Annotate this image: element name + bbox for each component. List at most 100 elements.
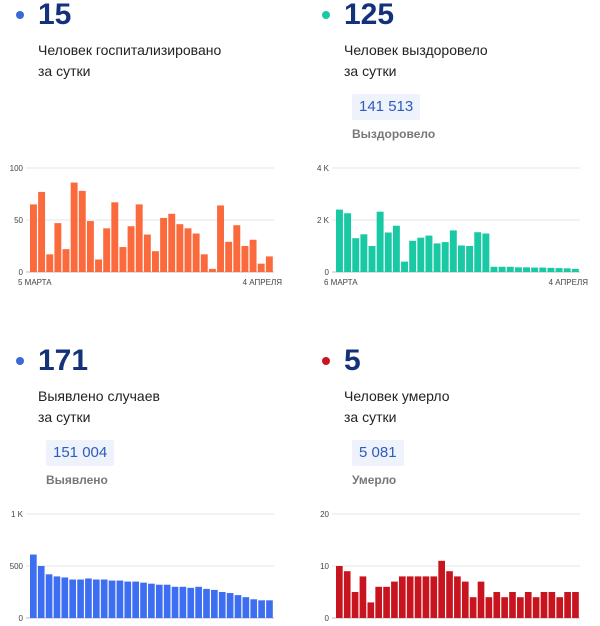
bar[interactable]: [69, 579, 77, 618]
bar[interactable]: [344, 213, 352, 272]
bar[interactable]: [461, 581, 469, 618]
bar[interactable]: [85, 578, 92, 618]
bar[interactable]: [53, 576, 61, 618]
bar[interactable]: [547, 267, 555, 272]
bar[interactable]: [398, 576, 406, 618]
bar[interactable]: [111, 202, 119, 272]
bar[interactable]: [127, 226, 135, 272]
bar[interactable]: [211, 589, 218, 618]
bar[interactable]: [564, 592, 571, 618]
bar[interactable]: [155, 584, 163, 618]
bar[interactable]: [563, 268, 571, 272]
bar[interactable]: [168, 213, 176, 272]
bar[interactable]: [192, 233, 200, 272]
bar[interactable]: [103, 228, 111, 272]
bar[interactable]: [477, 581, 485, 618]
bar[interactable]: [514, 267, 522, 272]
bar[interactable]: [572, 592, 579, 618]
bar[interactable]: [78, 190, 86, 272]
bar[interactable]: [54, 223, 62, 272]
bar[interactable]: [116, 580, 124, 618]
bar[interactable]: [490, 266, 498, 272]
bar[interactable]: [148, 583, 155, 618]
bar[interactable]: [430, 576, 438, 618]
bar[interactable]: [152, 251, 159, 272]
bar[interactable]: [425, 235, 433, 272]
bar[interactable]: [38, 191, 46, 272]
bar[interactable]: [555, 268, 563, 272]
bar[interactable]: [375, 586, 383, 618]
bar[interactable]: [531, 267, 539, 272]
bar[interactable]: [266, 600, 273, 618]
bar[interactable]: [539, 267, 547, 272]
bar[interactable]: [391, 581, 398, 618]
bar[interactable]: [119, 247, 127, 272]
bar[interactable]: [62, 249, 70, 272]
bar[interactable]: [143, 234, 151, 272]
bar[interactable]: [506, 266, 514, 272]
bar[interactable]: [163, 584, 171, 618]
bar[interactable]: [124, 581, 132, 618]
bar[interactable]: [556, 597, 564, 618]
bar[interactable]: [241, 246, 249, 272]
bar[interactable]: [135, 204, 143, 272]
bar[interactable]: [548, 592, 556, 618]
bar[interactable]: [422, 576, 430, 618]
bar[interactable]: [108, 580, 116, 618]
bar[interactable]: [257, 263, 265, 272]
bar[interactable]: [501, 597, 508, 618]
bar[interactable]: [406, 576, 414, 618]
bar[interactable]: [414, 576, 422, 618]
bar[interactable]: [45, 574, 53, 618]
bar[interactable]: [195, 586, 202, 618]
bar[interactable]: [466, 246, 474, 272]
bar[interactable]: [433, 243, 441, 272]
bar[interactable]: [233, 225, 241, 272]
bar[interactable]: [454, 576, 461, 618]
bar[interactable]: [226, 593, 234, 618]
bar[interactable]: [474, 232, 482, 272]
bar[interactable]: [132, 581, 139, 618]
bar[interactable]: [249, 239, 257, 272]
bar[interactable]: [37, 566, 45, 618]
bar[interactable]: [540, 592, 548, 618]
bar[interactable]: [438, 560, 445, 618]
bar[interactable]: [179, 586, 187, 618]
bar[interactable]: [446, 571, 453, 618]
bar[interactable]: [265, 256, 273, 272]
bar[interactable]: [493, 592, 501, 618]
bar[interactable]: [449, 230, 457, 272]
bar[interactable]: [441, 242, 449, 272]
bar[interactable]: [46, 254, 54, 272]
bar[interactable]: [401, 261, 408, 272]
bar[interactable]: [509, 592, 516, 618]
bar[interactable]: [458, 245, 465, 272]
bar[interactable]: [95, 259, 102, 272]
bar[interactable]: [30, 204, 37, 272]
bar[interactable]: [351, 592, 359, 618]
bar[interactable]: [367, 602, 375, 618]
bar[interactable]: [225, 241, 233, 272]
bar[interactable]: [200, 254, 208, 272]
bar[interactable]: [571, 268, 579, 272]
bar[interactable]: [140, 582, 147, 618]
bar[interactable]: [368, 246, 376, 272]
bar[interactable]: [100, 579, 108, 618]
bar[interactable]: [383, 586, 390, 618]
bar[interactable]: [250, 599, 258, 618]
bar[interactable]: [77, 579, 84, 618]
bar[interactable]: [417, 237, 425, 272]
bar[interactable]: [336, 209, 343, 272]
bar[interactable]: [258, 600, 265, 618]
bar[interactable]: [30, 554, 37, 618]
bar[interactable]: [482, 233, 490, 272]
bar[interactable]: [352, 238, 360, 272]
bar[interactable]: [517, 597, 524, 618]
bar[interactable]: [336, 566, 343, 618]
bar[interactable]: [208, 268, 216, 272]
bar[interactable]: [218, 592, 226, 618]
bar[interactable]: [498, 266, 506, 272]
bar[interactable]: [176, 224, 184, 272]
bar[interactable]: [409, 240, 417, 272]
bar[interactable]: [184, 228, 192, 272]
